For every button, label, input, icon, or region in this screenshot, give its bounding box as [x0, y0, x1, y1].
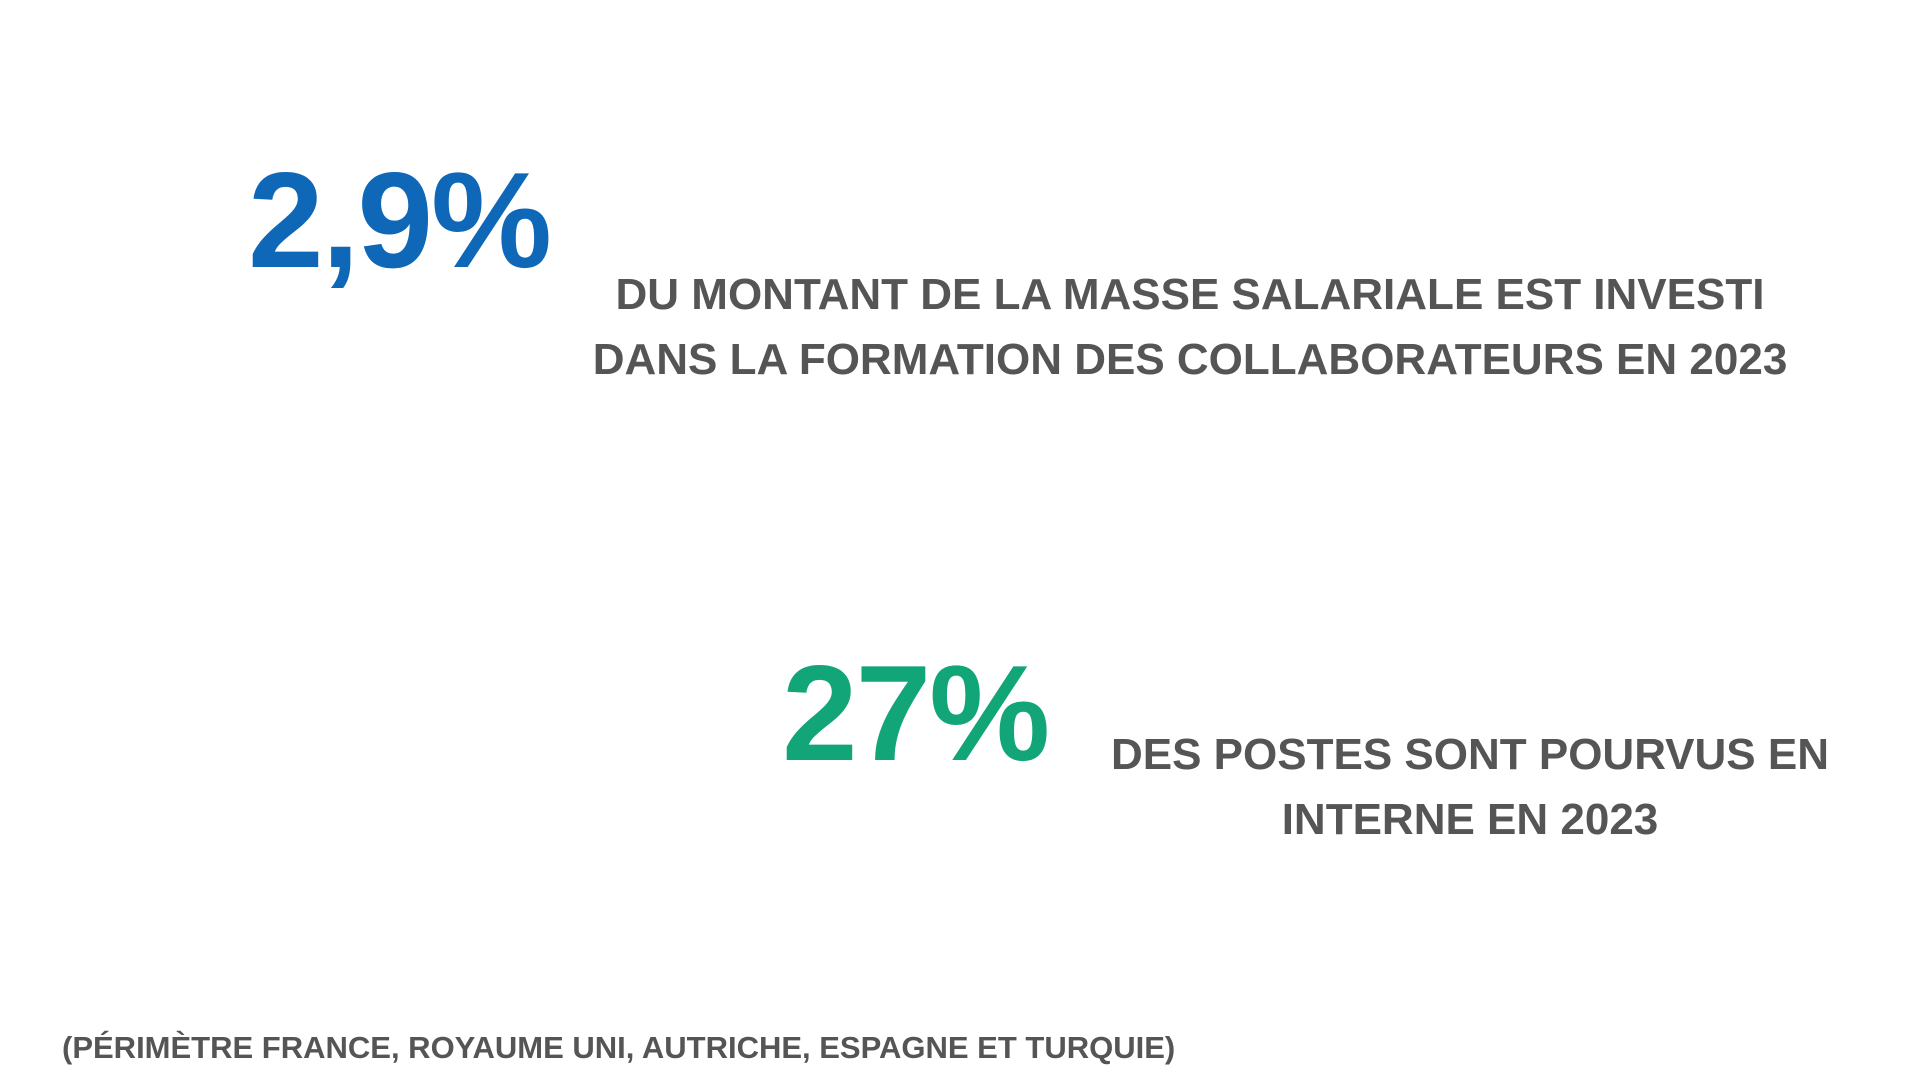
- caption-line: DU MONTANT DE LA MASSE SALARIALE EST INV…: [615, 270, 1765, 319]
- stat-caption-internal-positions: DES POSTES SONT POURVUS EN INTERNE EN 20…: [1100, 722, 1840, 852]
- caption-line: DANS LA FORMATION DES COLLABORATEURS EN …: [592, 335, 1788, 384]
- stat-value-training-investment: 2,9%: [248, 144, 552, 296]
- caption-line: INTERNE EN 2023: [1281, 795, 1659, 844]
- scope-footnote: (PÉRIMÈTRE FRANCE, ROYAUME UNI, AUTRICHE…: [62, 1030, 1176, 1065]
- caption-line: DES POSTES SONT POURVUS EN: [1110, 730, 1829, 779]
- stat-caption-training-investment: DU MONTANT DE LA MASSE SALARIALE EST INV…: [560, 262, 1820, 392]
- stat-value-internal-positions: 27%: [782, 637, 1050, 789]
